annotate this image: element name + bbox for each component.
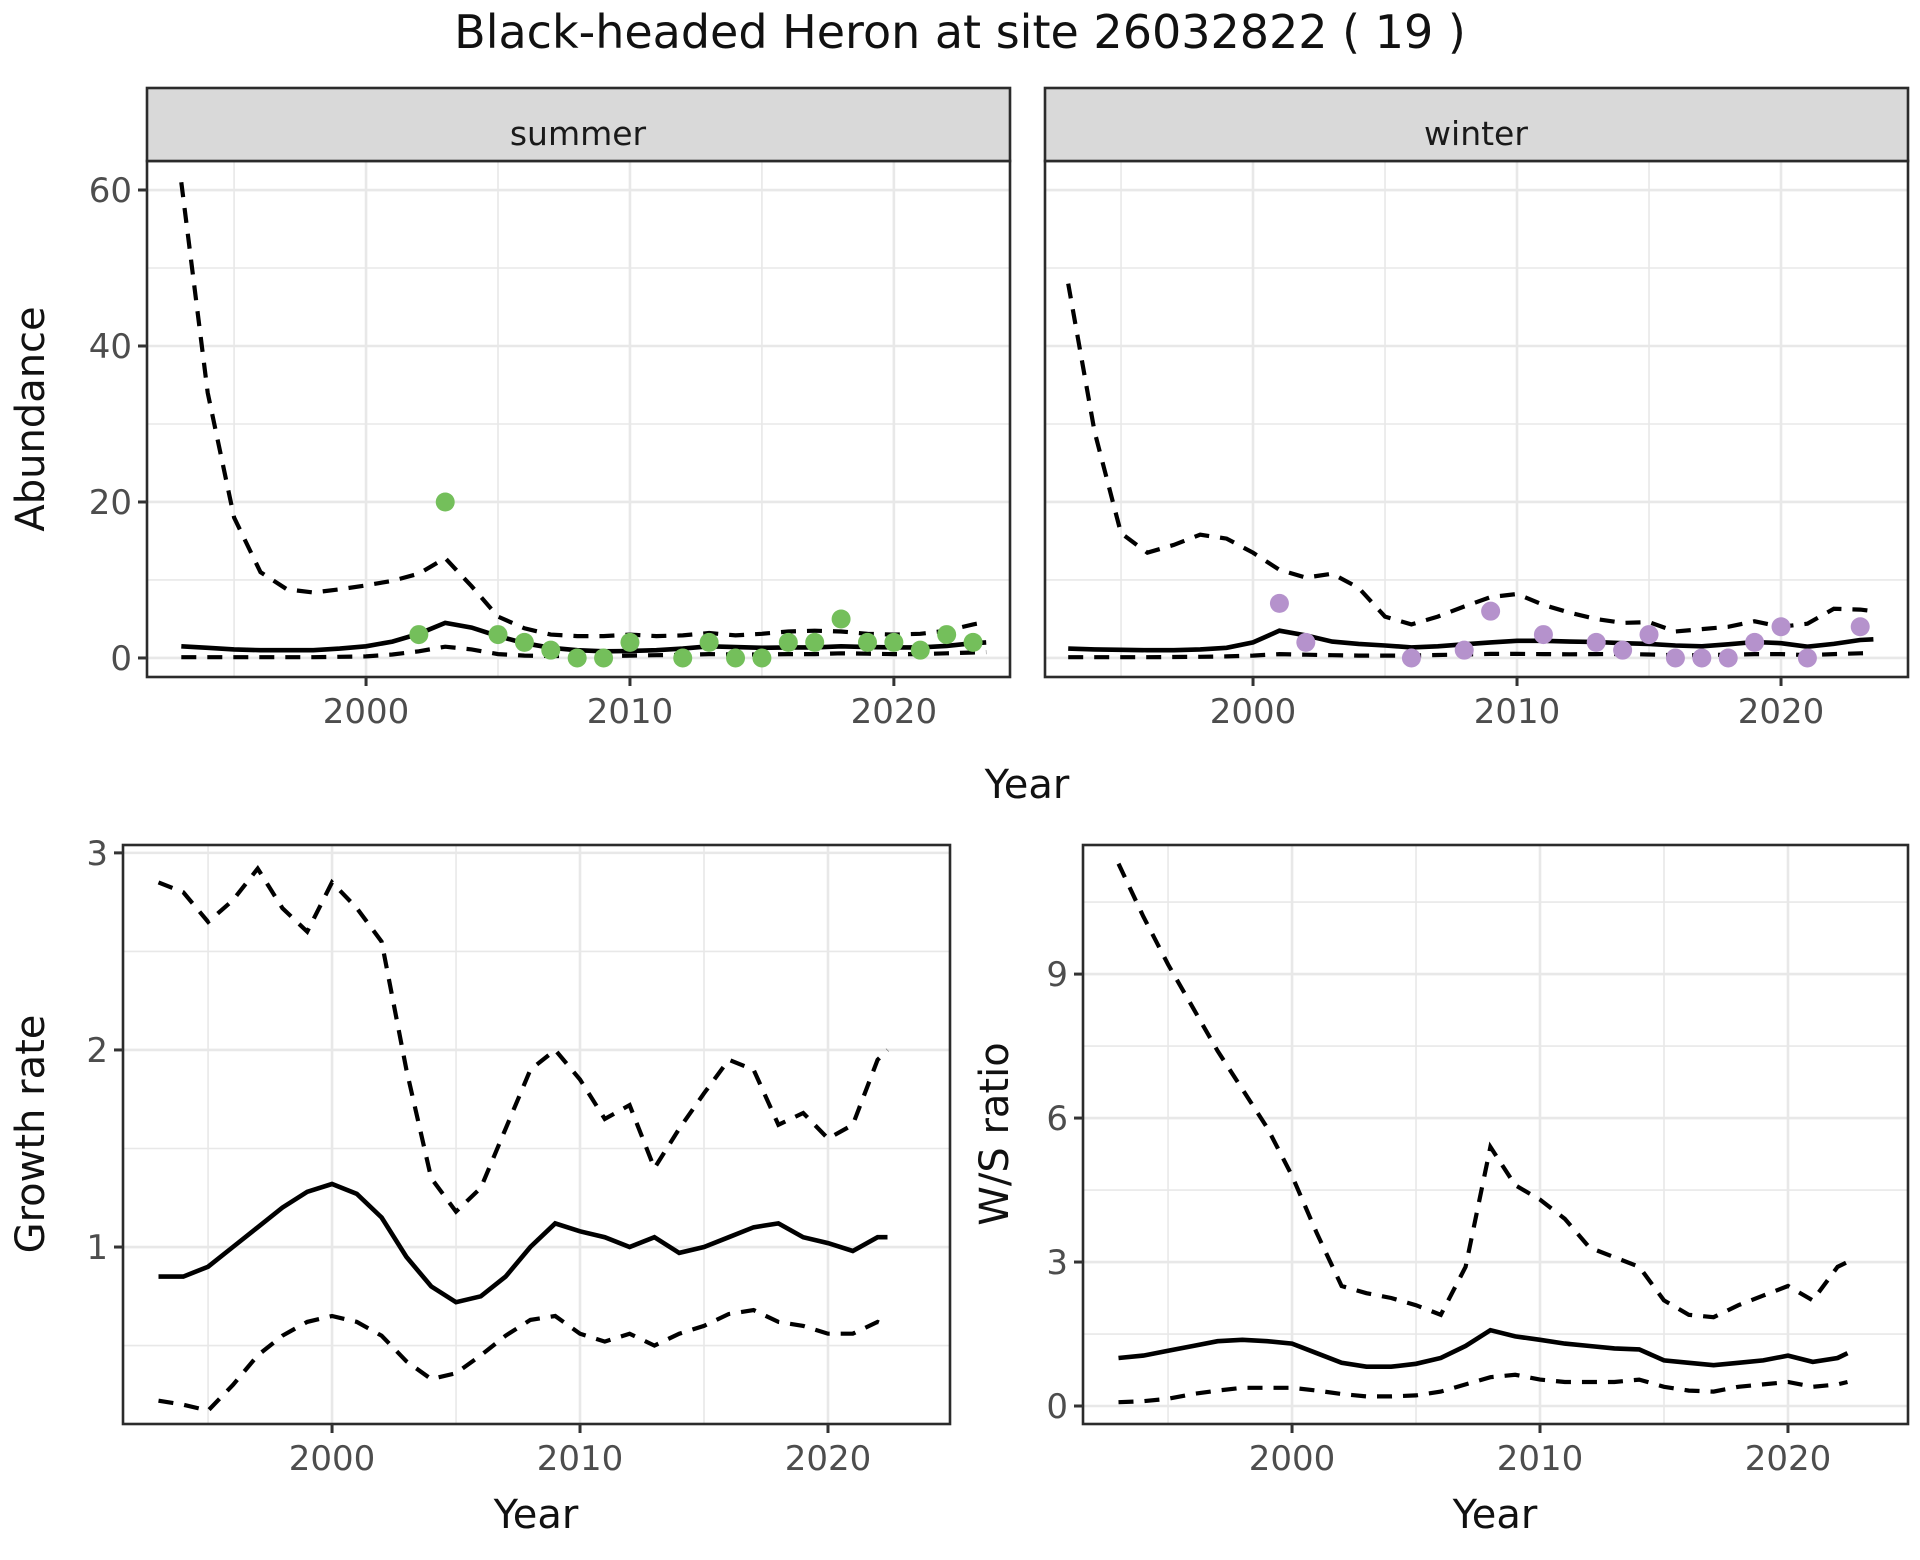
summer-y-tick-label: 0 [110, 639, 132, 679]
summer-data-point [673, 648, 693, 668]
winter-upper-ci-line [1066, 283, 1874, 634]
summer-data-point [620, 632, 640, 652]
winter-x-tick-label: 2000 [1210, 692, 1297, 732]
summer-data-point [884, 632, 904, 652]
y-axis-title-abundance: Abundance [8, 306, 54, 531]
winter-data-point [1718, 648, 1738, 668]
ws-y-tick-label: 6 [1046, 1099, 1068, 1139]
x-axis-title-ws-year: Year [1452, 1492, 1538, 1538]
summer-lower-ci-line [181, 644, 987, 660]
ws-x-tick-label: 2020 [1745, 1439, 1832, 1479]
ws-panel-background [1083, 845, 1908, 1424]
growth-y-tick-label: 2 [86, 1031, 108, 1071]
winter-data-point [1586, 632, 1606, 652]
growth-x-tick-label: 2000 [289, 1439, 376, 1479]
summer-data-point [752, 648, 772, 668]
ws-y-tick-label: 3 [1046, 1243, 1068, 1283]
growth-fitted-rate-line [158, 1181, 888, 1305]
summer-data-point [435, 492, 455, 512]
summer-data-point [409, 625, 429, 645]
summer-x-tick-label: 2000 [323, 692, 410, 732]
winter-data-point [1481, 601, 1501, 621]
winter-data-point [1850, 617, 1870, 637]
x-axis-title-top-year: Year [984, 762, 1070, 808]
growth-upper-ci-line [157, 864, 889, 1215]
plot-title: Black-headed Heron at site 26032822 ( 19… [454, 5, 1466, 59]
ws-fitted-ratio-line [1118, 1327, 1849, 1369]
winter-facet-strip [1043, 86, 1910, 163]
summer-facet-strip [145, 86, 1012, 163]
winter-data-point [1797, 648, 1817, 668]
y-axis-title-growth-rate: Growth rate [8, 1015, 54, 1254]
summer-data-point [567, 648, 587, 668]
summer-panel-background [147, 161, 1010, 677]
summer-data-point [831, 609, 851, 629]
winter-data-point [1639, 625, 1659, 645]
winter-lower-ci-line [1068, 651, 1874, 660]
growth-lower-ci-line [158, 1307, 889, 1413]
winter-data-point [1296, 632, 1316, 652]
summer-data-point [594, 648, 614, 668]
ws-lower-ci-line [1118, 1372, 1848, 1405]
ws-x-tick-label: 2000 [1249, 1439, 1336, 1479]
winter-x-tick-label: 2020 [1738, 692, 1825, 732]
summer-data-point [514, 632, 534, 652]
summer-data-point [910, 640, 930, 660]
summer-data-point [726, 648, 746, 668]
ws-upper-ci-line [1116, 862, 1849, 1320]
winter-data-point [1745, 632, 1765, 652]
summer-y-tick-label: 40 [89, 327, 132, 367]
summer-data-point [699, 632, 719, 652]
summer-y-tick-label: 60 [89, 171, 132, 211]
facet-strip-label-winter: winter [1424, 114, 1528, 153]
summer-data-point [488, 625, 508, 645]
ws-y-tick-label: 0 [1046, 1387, 1068, 1427]
growth-y-tick-label: 3 [86, 834, 108, 874]
winter-data-point [1771, 617, 1791, 637]
summer-data-point [937, 625, 957, 645]
growth-y-tick-label: 1 [86, 1228, 108, 1268]
summer-y-tick-label: 20 [89, 483, 132, 523]
y-axis-title-ws-ratio: W/S ratio [972, 1042, 1018, 1225]
facet-strip-label-summer: summer [510, 114, 647, 153]
winter-data-point [1613, 640, 1633, 660]
winter-x-tick-label: 2010 [1474, 692, 1561, 732]
summer-data-point [963, 632, 983, 652]
ws-panel-border [1081, 843, 1910, 1426]
x-axis-title-growth-year: Year [493, 1492, 579, 1538]
winter-data-point [1533, 625, 1553, 645]
summer-data-point [805, 632, 825, 652]
summer-upper-ci-line [179, 181, 987, 639]
winter-data-point [1454, 640, 1474, 660]
growth-panel-background [123, 845, 950, 1424]
winter-data-point [1269, 593, 1289, 613]
summer-data-point [541, 640, 561, 660]
summer-data-point [778, 632, 798, 652]
ws-x-tick-label: 2010 [1497, 1439, 1584, 1479]
growth-panel-border [121, 843, 952, 1426]
summer-x-tick-label: 2010 [587, 692, 674, 732]
winter-data-point [1692, 648, 1712, 668]
winter-data-point [1401, 648, 1421, 668]
summer-x-tick-label: 2020 [851, 692, 938, 732]
growth-x-tick-label: 2010 [537, 1439, 624, 1479]
summer-data-point [857, 632, 877, 652]
ws-y-tick-label: 9 [1046, 955, 1068, 995]
winter-data-point [1665, 648, 1685, 668]
growth-x-tick-label: 2020 [785, 1439, 872, 1479]
winter-panel-background [1045, 161, 1908, 677]
